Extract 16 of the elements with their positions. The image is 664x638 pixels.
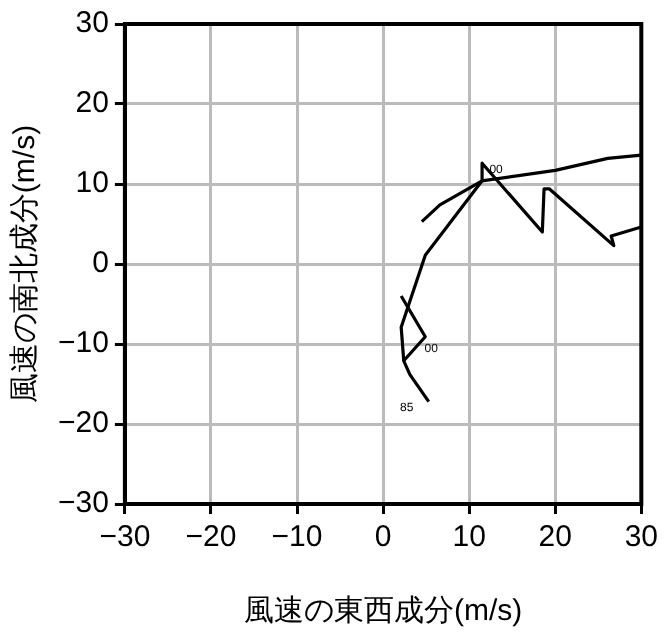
x-tick-label: −20	[185, 520, 237, 555]
x-tick-label: 0	[374, 520, 392, 555]
x-tick-label: 10	[452, 520, 486, 555]
x-tick-label: −30	[99, 520, 151, 555]
y-tick-label: −10	[57, 326, 109, 361]
y-tick-label: 20	[75, 86, 109, 121]
y-axis-title: 風速の南北成分(m/s)	[8, 124, 43, 404]
x-tick-label: 20	[538, 520, 572, 555]
y-tick-label: 10	[75, 166, 109, 201]
x-tick-label: −10	[271, 520, 323, 555]
x-tick-label: 30	[624, 520, 658, 555]
y-tick-label: 30	[75, 6, 109, 41]
y-tick-label: −30	[57, 486, 109, 521]
x-axis-title: 風速の東西成分(m/s)	[243, 594, 523, 629]
y-tick-label: −20	[57, 406, 109, 441]
y-tick-label: 0	[92, 246, 109, 281]
